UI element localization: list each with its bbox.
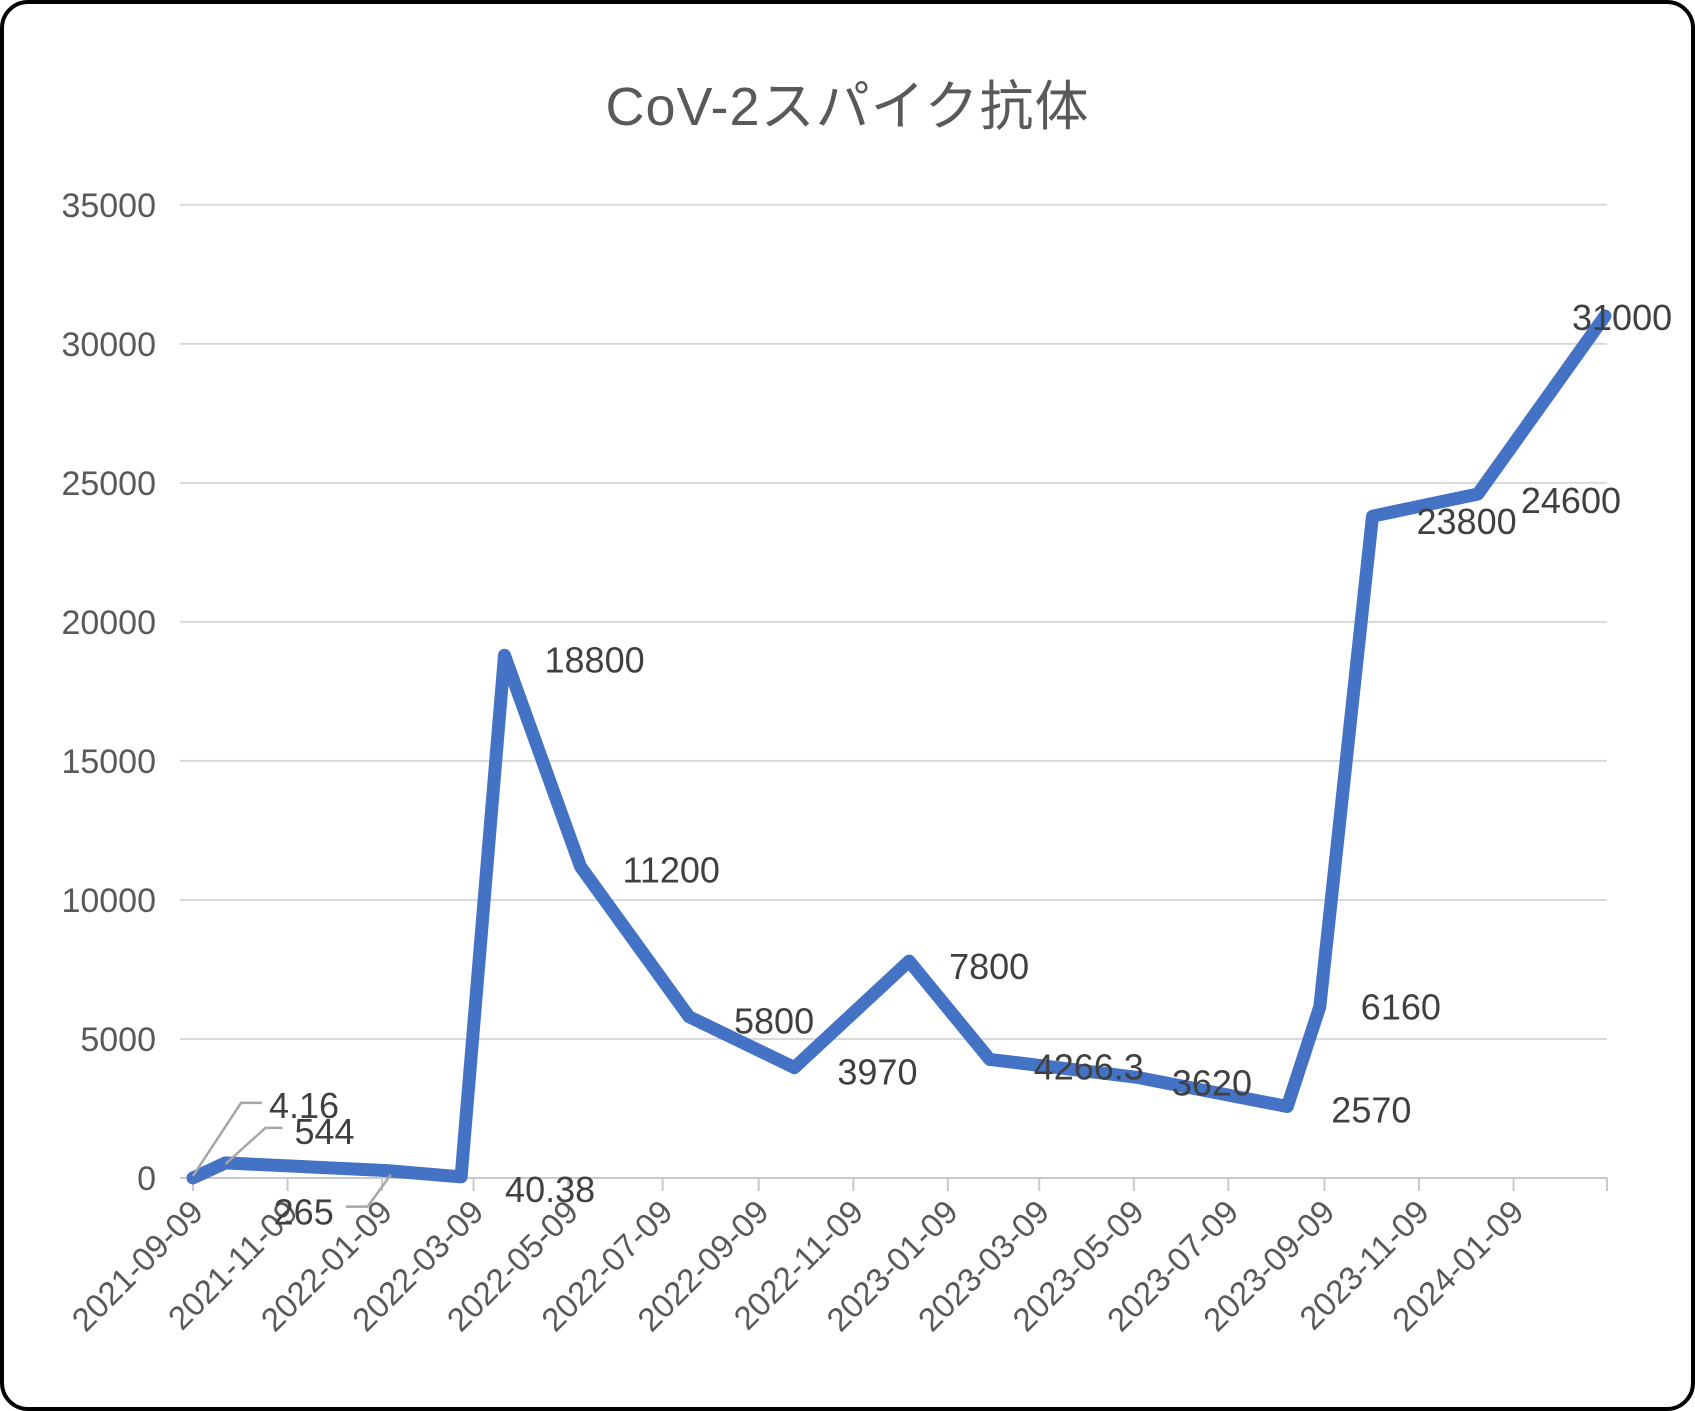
data-label: 265 [274,1192,334,1233]
data-label: 544 [295,1111,355,1152]
y-axis-label: 15000 [61,743,156,781]
y-axis-label: 0 [137,1160,156,1198]
y-axis-label: 30000 [61,326,156,364]
y-axis-label: 20000 [61,604,156,642]
y-axis-label: 35000 [61,187,156,225]
data-label: 31000 [1572,297,1672,338]
data-label-leader-line [191,1101,262,1177]
data-label: 24600 [1521,480,1621,521]
data-label: 6160 [1361,987,1441,1028]
data-label: 4266.3 [1034,1046,1144,1087]
y-axis-label: 5000 [80,1021,156,1059]
data-label: 4.16 [269,1085,339,1126]
data-label: 5800 [734,1001,814,1042]
data-label-leader-line [345,1173,392,1208]
data-label: 7800 [949,946,1029,987]
y-axis-label: 25000 [61,465,156,503]
data-label: 11200 [623,850,720,891]
y-axis-label: 10000 [61,882,156,920]
series-line [186,309,1612,1185]
data-label-leader-line [224,1126,283,1165]
data-label: 3620 [1172,1062,1252,1103]
data-label: 2570 [1331,1090,1411,1131]
chart-title: CoV-2スパイク抗体 [605,77,1090,137]
data-label: 3970 [837,1052,917,1093]
data-label: 23800 [1417,501,1517,542]
chart-canvas: 050001000015000200002500030000350002021-… [61,187,1672,1339]
data-label: 40.38 [505,1169,595,1210]
data-label: 18800 [545,639,645,680]
